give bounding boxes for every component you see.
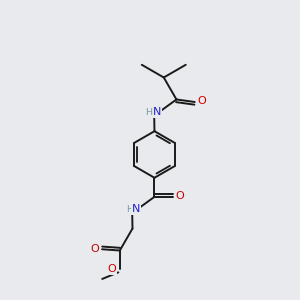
Text: N: N: [153, 107, 162, 117]
Text: O: O: [198, 96, 207, 106]
Text: H: H: [126, 205, 133, 214]
Text: N: N: [132, 205, 140, 214]
Text: O: O: [107, 264, 116, 274]
Text: H: H: [145, 108, 152, 117]
Text: O: O: [176, 191, 184, 201]
Text: O: O: [90, 244, 99, 254]
